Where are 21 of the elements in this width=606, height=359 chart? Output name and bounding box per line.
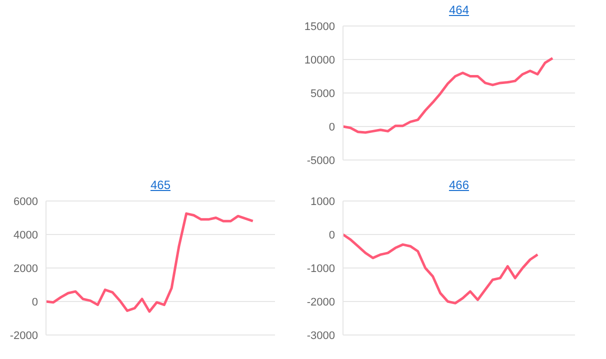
line-series [342,56,554,134]
y-tick-label: 10000 [304,54,335,66]
y-tick-label: 1000 [310,196,335,208]
chart-title: 464 [448,3,470,17]
chart-title: 466 [448,178,470,192]
y-tick-label: -1000 [306,262,335,275]
line-series [342,233,539,304]
line-series [44,212,254,313]
chart-title: 465 [150,178,171,192]
y-tick-label: 6000 [14,196,38,208]
y-tick-label: -2000 [306,296,335,308]
y-tick-label: 5000 [310,88,335,100]
y-tick-label: 2000 [14,262,38,275]
y-tick-label: -2000 [10,330,38,342]
y-tick-label: -3000 [306,330,335,342]
y-tick-label: 0 [32,296,38,308]
y-tick-label: -5000 [306,154,335,167]
y-tick-label: 4000 [14,229,38,242]
y-tick-label: 15000 [304,20,335,33]
y-tick-label: 0 [328,121,335,134]
y-tick-label: 0 [328,229,335,242]
